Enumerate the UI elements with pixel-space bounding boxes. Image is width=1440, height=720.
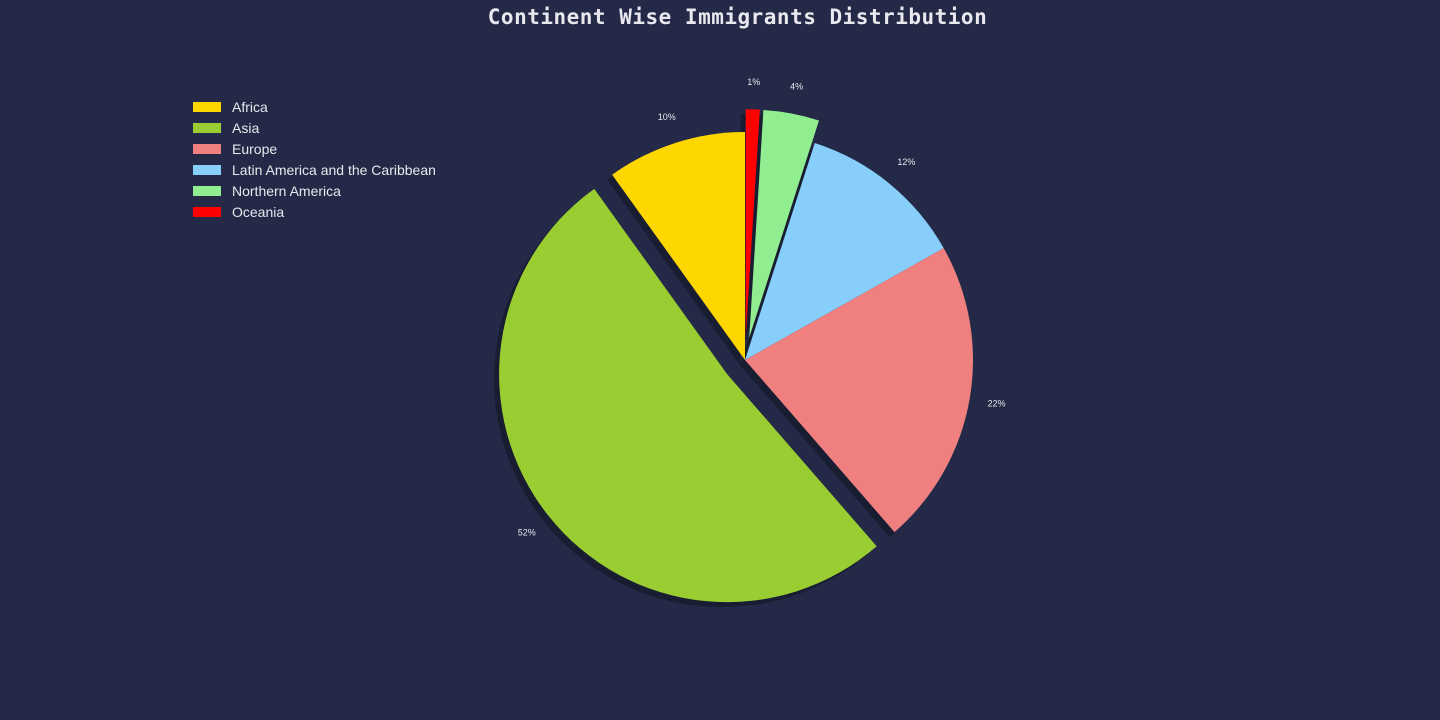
legend-item-europe: Europe (193, 138, 436, 159)
legend-label: Latin America and the Caribbean (232, 161, 436, 178)
legend-label: Europe (232, 140, 278, 157)
legend-swatch (193, 206, 221, 217)
legend-swatch (193, 185, 221, 196)
label-oceania: 1% (747, 77, 760, 87)
legend-item-africa: Africa (193, 96, 436, 117)
slice-latin-america-and-the-caribbean (745, 142, 944, 360)
legend-label: Oceania (232, 203, 285, 220)
slice-northern-america (749, 110, 820, 338)
slice-africa (612, 132, 745, 360)
legend-label: Asia (232, 119, 260, 136)
legend-swatch (193, 122, 221, 133)
chart-title: Continent Wise Immigrants Distribution (487, 5, 988, 29)
label-latin-america-and-the-caribbean: 12% (897, 157, 915, 167)
legend-label: Africa (232, 98, 268, 115)
label-asia: 52% (518, 528, 536, 538)
label-northern-america: 4% (790, 82, 803, 92)
legend-swatch (193, 164, 221, 175)
label-europe: 22% (988, 399, 1006, 409)
legend-item-oceania: Oceania (193, 201, 436, 222)
legend-item-latin-america-and-the-caribbean: Latin America and the Caribbean (193, 159, 436, 180)
legend-item-asia: Asia (193, 117, 436, 138)
slice-oceania (745, 109, 760, 338)
legend-swatch (193, 101, 221, 112)
legend-label: Northern America (232, 182, 341, 199)
slice-europe (745, 248, 974, 533)
label-africa: 10% (658, 112, 676, 122)
chart-legend: Africa Asia Europe Latin America and the Ca… (193, 96, 436, 222)
legend-item-northern-america: Northern America (193, 180, 436, 201)
slice-labels: 10% 52% 22% 12% 4% 1% (518, 77, 1006, 538)
pie-slices (499, 109, 974, 603)
legend-swatch (193, 143, 221, 154)
slice-asia (499, 188, 877, 603)
